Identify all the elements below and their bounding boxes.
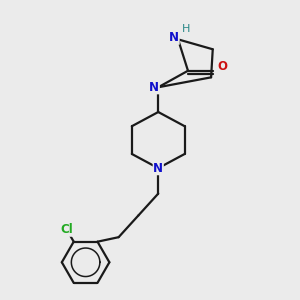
Text: N: N [149, 81, 159, 94]
Text: H: H [182, 24, 190, 34]
Text: Cl: Cl [60, 223, 73, 236]
Text: O: O [217, 60, 227, 73]
Text: N: N [153, 162, 163, 175]
Text: N: N [169, 31, 179, 44]
